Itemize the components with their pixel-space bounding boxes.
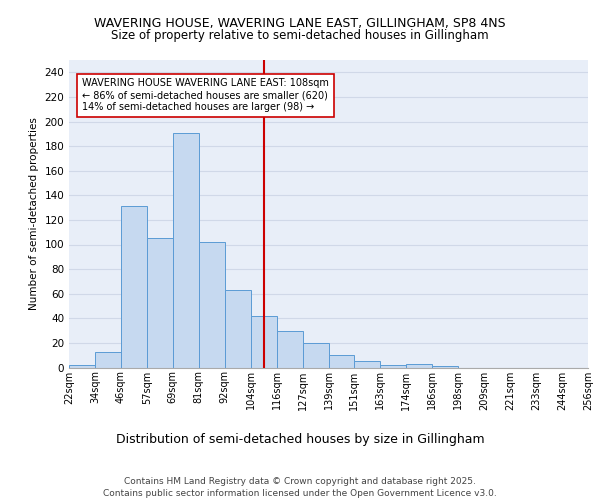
Bar: [225, 290, 251, 368]
Bar: [199, 242, 224, 368]
Text: Size of property relative to semi-detached houses in Gillingham: Size of property relative to semi-detach…: [111, 29, 489, 42]
Bar: [251, 316, 277, 368]
Text: WAVERING HOUSE, WAVERING LANE EAST, GILLINGHAM, SP8 4NS: WAVERING HOUSE, WAVERING LANE EAST, GILL…: [94, 18, 506, 30]
Bar: [277, 330, 302, 368]
Text: Contains HM Land Registry data © Crown copyright and database right 2025.
Contai: Contains HM Land Registry data © Crown c…: [103, 476, 497, 498]
Bar: [406, 364, 432, 368]
Bar: [121, 206, 147, 368]
Bar: [173, 132, 199, 368]
Bar: [355, 362, 380, 368]
Bar: [147, 238, 173, 368]
Bar: [302, 343, 329, 367]
Bar: [380, 365, 406, 368]
Bar: [95, 352, 121, 368]
Y-axis label: Number of semi-detached properties: Number of semi-detached properties: [29, 118, 39, 310]
Bar: [69, 365, 95, 368]
Text: WAVERING HOUSE WAVERING LANE EAST: 108sqm
← 86% of semi-detached houses are smal: WAVERING HOUSE WAVERING LANE EAST: 108sq…: [82, 78, 329, 112]
Bar: [433, 366, 458, 368]
Bar: [329, 355, 355, 368]
Text: Distribution of semi-detached houses by size in Gillingham: Distribution of semi-detached houses by …: [116, 432, 484, 446]
